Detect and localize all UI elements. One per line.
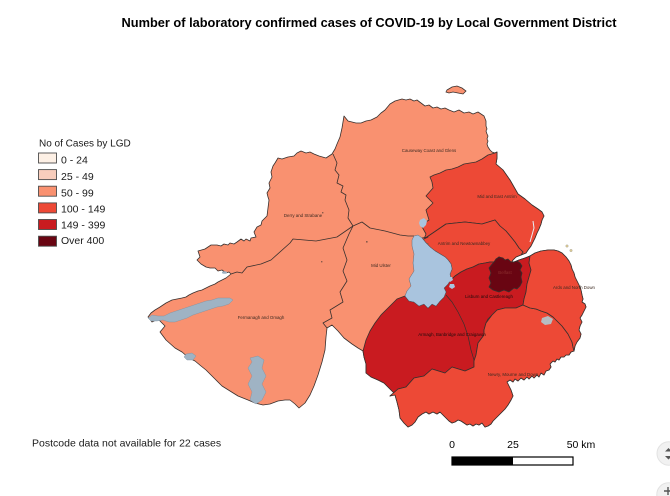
svg-text:0: 0	[449, 439, 455, 451]
svg-text:Lisburn and Castlereagh: Lisburn and Castlereagh	[465, 294, 513, 299]
svg-text:100 - 149: 100 - 149	[61, 204, 106, 216]
svg-text:Postcode data not available fo: Postcode data not available for 22 cases	[32, 438, 221, 450]
svg-text:Mid Ulster: Mid Ulster	[371, 263, 391, 268]
svg-text:Fermanagh and Omagh: Fermanagh and Omagh	[238, 315, 285, 320]
svg-text:Newry, Mourne and Down: Newry, Mourne and Down	[488, 372, 539, 377]
svg-text:Over 400: Over 400	[61, 235, 104, 247]
svg-text:Ards and North Down: Ards and North Down	[553, 285, 596, 290]
svg-text:50 km: 50 km	[567, 439, 596, 451]
svg-text:No of Cases by LGD: No of Cases by LGD	[39, 139, 131, 150]
svg-text:Antrim and Newtownabbey: Antrim and Newtownabbey	[438, 241, 491, 246]
svg-text:25: 25	[507, 439, 519, 451]
svg-text:Causeway Coast and Glens: Causeway Coast and Glens	[402, 148, 457, 153]
svg-text:149 - 399: 149 - 399	[61, 220, 106, 232]
svg-text:Mid and East Antrim: Mid and East Antrim	[477, 194, 517, 199]
svg-text:Belfast: Belfast	[498, 270, 512, 275]
svg-text:0 - 24: 0 - 24	[61, 155, 88, 167]
svg-text:50 - 99: 50 - 99	[61, 187, 94, 199]
svg-text:25 - 49: 25 - 49	[61, 171, 94, 183]
svg-text:Armagh, Banbridge and Craigavo: Armagh, Banbridge and Craigavon	[418, 332, 486, 337]
svg-text:Derry and Strabane: Derry and Strabane	[284, 213, 323, 218]
